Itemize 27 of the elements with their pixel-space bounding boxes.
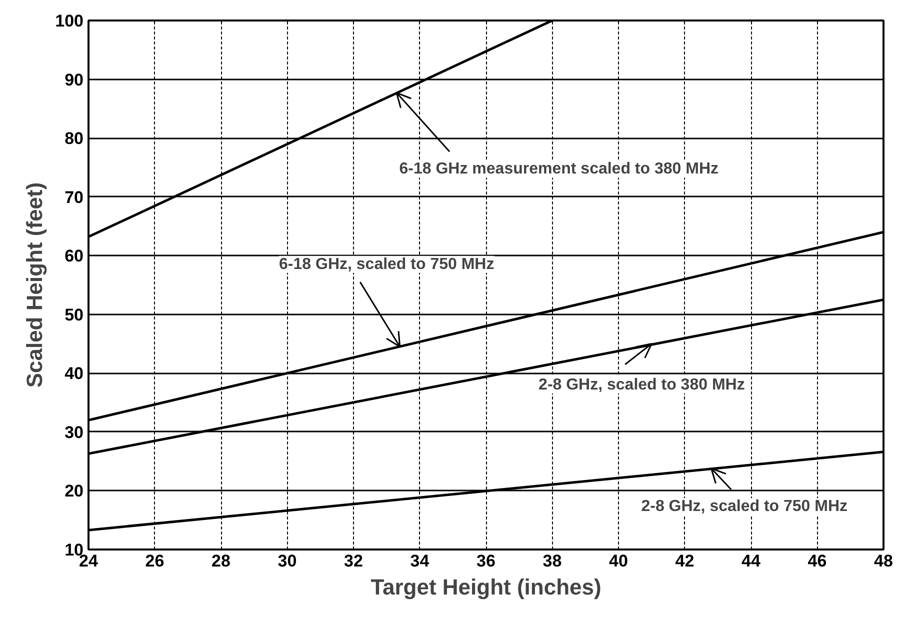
x-tick-label: 44 — [742, 552, 761, 570]
x-tick-label: 30 — [278, 552, 297, 570]
y-tick-label: 20 — [64, 482, 84, 501]
x-tick-label: 42 — [675, 552, 694, 570]
x-tick-label: 40 — [609, 552, 628, 570]
x-tick-label: 48 — [874, 552, 893, 570]
y-tick-label: 100 — [55, 12, 84, 30]
annotation: 2-8 GHz, scaled to 750 MHz — [641, 498, 848, 516]
x-tick-label: 36 — [476, 552, 496, 570]
annotation: 2-8 GHz, scaled to 380 MHz — [538, 376, 745, 394]
annotation: 6-18 GHz, scaled to 750 MHz — [279, 256, 494, 273]
y-tick-label: 60 — [64, 246, 84, 266]
x-tick-label: 28 — [212, 552, 230, 570]
y-axis-title: Scaled Height (feet) — [22, 182, 48, 388]
x-tick-label: 34 — [410, 552, 430, 570]
x-tick-label: 26 — [145, 552, 164, 570]
x-axis-title: Target Height (inches) — [370, 574, 602, 600]
x-tick-label: 32 — [344, 552, 363, 570]
x-tick-label: 38 — [542, 552, 562, 570]
y-tick-label: 50 — [64, 305, 84, 324]
y-tick-label: 30 — [64, 422, 84, 442]
y-tick-label: 80 — [64, 129, 84, 148]
y-tick-label: 90 — [64, 70, 84, 90]
y-tick-label: 40 — [64, 364, 84, 384]
y-tick-label: 70 — [64, 188, 84, 207]
x-tick-label: 46 — [808, 552, 827, 570]
annotation: 6-18 GHz measurement scaled to 380 MHz — [399, 160, 718, 178]
